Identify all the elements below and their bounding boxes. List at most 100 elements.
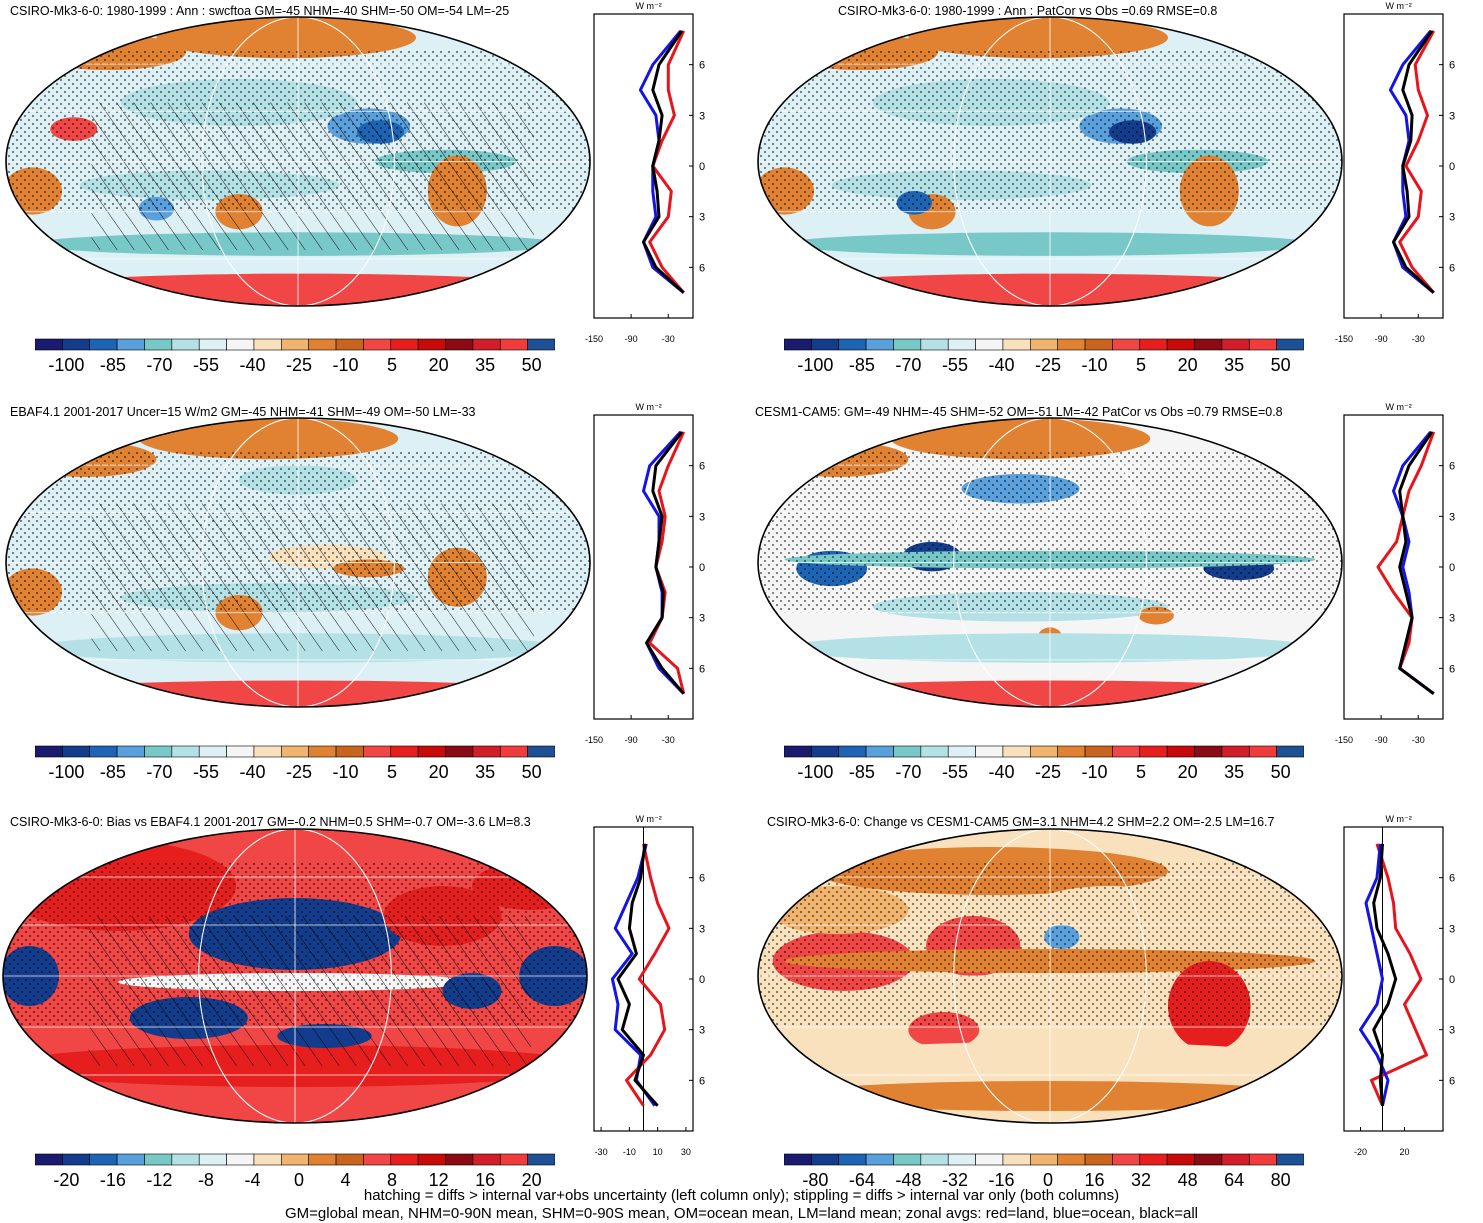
colorbar-swatch [500, 746, 527, 757]
colorbar-tick-label: 35 [1224, 762, 1244, 782]
colorbar-tick-label: -100 [797, 762, 833, 782]
colorbar-swatch [866, 746, 893, 757]
zonal-x-tick-label: 30 [681, 1147, 691, 1157]
zonal-x-tick-label: -90 [1375, 735, 1388, 745]
zonal-x-tick-label: 20 [1399, 1147, 1409, 1157]
colorbar-tick-label: -100 [48, 355, 84, 375]
zonal-land-line [627, 844, 670, 1106]
colorbar-tick-label: 50 [522, 355, 542, 375]
colorbar-swatch [62, 1154, 89, 1165]
colorbar-swatch [839, 746, 866, 757]
colorbar-swatch [1195, 1154, 1222, 1165]
colorbar-tick-label: -55 [942, 355, 968, 375]
colorbar-tick-label: -70 [146, 762, 172, 782]
zonal-all-line [1374, 844, 1396, 1106]
colorbar-swatch [254, 746, 281, 757]
colorbar-swatch [199, 1154, 226, 1165]
colorbar-tick-label: -10 [333, 355, 359, 375]
colorbar-tick-label: -40 [988, 355, 1014, 375]
colorbar-swatch [473, 1154, 500, 1165]
colorbar-swatch [1112, 746, 1139, 757]
colorbar-swatch [473, 746, 500, 757]
hatching-overlay [92, 103, 535, 251]
zonal-lat-label: 60S [1449, 1075, 1455, 1087]
zonal-lat-label: 60N [699, 873, 705, 885]
zonal-ocean-line [1361, 844, 1389, 1106]
zonal-x-tick-label: -150 [1335, 334, 1353, 344]
zonal-lat-label: 60N [699, 461, 705, 473]
colorbar-swatch [35, 746, 62, 757]
colorbar-swatch [90, 746, 117, 757]
colorbar-swatch [1140, 339, 1167, 350]
colorbar-swatch [921, 1154, 948, 1165]
zonal-lat-label: 60N [1449, 873, 1455, 885]
colorbar-swatch [363, 746, 390, 757]
zonal-x-tick-label: 10 [653, 1147, 663, 1157]
colorbar-tick-label: -85 [849, 355, 875, 375]
colorbar-tick-label: -85 [100, 762, 126, 782]
zonal-lat-label: 30S [1449, 613, 1455, 625]
hatching-overlay [92, 504, 535, 652]
colorbar-swatch [948, 339, 975, 350]
zonal-lat-label: 0 [1449, 974, 1455, 986]
colorbar-tick-label: -100 [48, 762, 84, 782]
colorbar-tick-label: -55 [193, 355, 219, 375]
zonal-lat-label: 60S [1449, 663, 1455, 675]
colorbar-tick-label: -25 [286, 762, 312, 782]
zonal-plot-frame [594, 14, 693, 318]
colorbar-swatch [336, 746, 363, 757]
zonal-lat-label: 30N [699, 110, 705, 122]
colorbar-swatch [528, 746, 555, 757]
colorbar-swatch [1167, 746, 1194, 757]
colorbar-swatch [281, 746, 308, 757]
colorbar-swatch [363, 1154, 390, 1165]
colorbar-tick-label: -85 [849, 762, 875, 782]
zonal-ocean-line [640, 31, 683, 293]
colorbar-swatch [866, 339, 893, 350]
colorbar-swatch [281, 1154, 308, 1165]
colorbar-tick-label: -70 [146, 355, 172, 375]
map-plot [755, 826, 1345, 1126]
colorbar-swatch [309, 1154, 336, 1165]
colorbar-swatch [309, 746, 336, 757]
colorbar-swatch [893, 1154, 920, 1165]
colorbar-swatch [1112, 1154, 1139, 1165]
zonal-lat-label: 30S [699, 1025, 705, 1037]
footer-line-1: hatching = diffs > internal var+obs unce… [0, 1187, 1483, 1205]
zonal-lat-label: 30N [1449, 923, 1455, 935]
colorbar-swatch [281, 339, 308, 350]
zonal-mean-plot: W m⁻²60N30N030S60S-150-90-30 [1330, 0, 1455, 360]
colorbar-swatch [866, 1154, 893, 1165]
colorbar-tick-label: -100 [797, 355, 833, 375]
colorbar-swatch [811, 1154, 838, 1165]
zonal-lat-label: 60N [1449, 461, 1455, 473]
colorbar-swatch [227, 746, 254, 757]
map-plot [755, 415, 1345, 710]
colorbar-swatch [1195, 339, 1222, 350]
zonal-lat-label: 60S [699, 663, 705, 675]
colorbar-swatch [144, 1154, 171, 1165]
colorbar-swatch [90, 339, 117, 350]
colorbar-tick-label: -85 [100, 355, 126, 375]
colorbar-tick-label: -10 [1082, 355, 1108, 375]
zonal-x-tick-label: -10 [623, 1147, 636, 1157]
colorbar-swatch [62, 746, 89, 757]
colorbar-swatch [976, 339, 1003, 350]
colorbar-swatch [1003, 746, 1030, 757]
colorbar-swatch [1085, 1154, 1112, 1165]
colorbar-swatch [921, 746, 948, 757]
zonal-lat-label: 0 [699, 974, 705, 986]
zonal-x-tick-label: -150 [1335, 735, 1353, 745]
zonal-ocean-line [1390, 31, 1433, 293]
colorbar-swatch [144, 339, 171, 350]
colorbar-swatch [893, 746, 920, 757]
zonal-lat-label: 60S [699, 1075, 705, 1087]
colorbar-swatch [117, 1154, 144, 1165]
colorbar-swatch [391, 1154, 418, 1165]
map-plot [0, 826, 590, 1126]
colorbar-swatch [172, 746, 199, 757]
colorbar-tick-label: 20 [1178, 355, 1198, 375]
colorbar-swatch [1085, 746, 1112, 757]
